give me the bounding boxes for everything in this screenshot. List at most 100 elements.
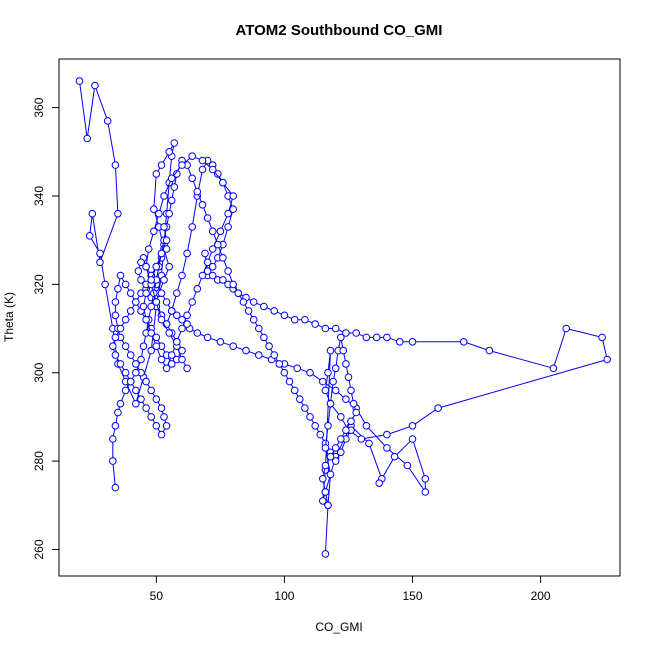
data-point [203, 333, 212, 342]
data-point [157, 315, 166, 324]
data-point [349, 399, 358, 408]
data-point [85, 232, 94, 240]
data-point [96, 249, 104, 258]
data-point [198, 201, 207, 209]
data-point [147, 302, 155, 311]
data-point [178, 355, 186, 364]
data-point [147, 346, 155, 355]
data-point [121, 342, 130, 351]
y-tick-label: 340 [32, 186, 46, 206]
data-point [421, 475, 430, 483]
data-point [116, 271, 125, 280]
data-point [160, 223, 168, 231]
data-point [290, 315, 299, 324]
data-point [142, 377, 150, 386]
data-point [183, 311, 191, 320]
data-point [152, 262, 161, 271]
y-axis: 260 280 300 320 340 360 [32, 97, 60, 560]
data-point [114, 408, 122, 417]
data-point [347, 386, 355, 395]
data-point [116, 399, 125, 408]
data-point [321, 324, 330, 333]
data-point [321, 386, 330, 395]
data-point [208, 165, 217, 174]
data-point [285, 377, 294, 386]
data-point [157, 249, 166, 258]
data-point [342, 329, 350, 337]
data-point [324, 501, 332, 510]
data-point [157, 289, 166, 298]
data-point [321, 550, 330, 558]
data-point [139, 342, 148, 351]
data-point [421, 488, 430, 496]
data-point [383, 444, 391, 452]
data-point [408, 435, 417, 443]
data-point [193, 329, 202, 337]
data-point [208, 227, 217, 236]
x-tick-label: 100 [274, 589, 294, 603]
data-point [434, 404, 442, 412]
data-point [142, 289, 150, 298]
data-point [244, 307, 253, 315]
data-point [321, 444, 330, 452]
data-point [152, 395, 161, 404]
data-point [121, 315, 130, 324]
data-point [147, 413, 155, 421]
data-point [137, 355, 145, 364]
data-point [178, 324, 186, 333]
x-axis: 50 100 150 200 [150, 575, 551, 603]
data-point [173, 338, 181, 346]
data-point [216, 338, 225, 346]
data-point [165, 262, 173, 271]
y-tick-label: 360 [32, 97, 46, 117]
data-point [390, 452, 399, 461]
data-point [208, 245, 217, 253]
data-point [157, 355, 166, 364]
data-point [139, 302, 148, 311]
data-point [173, 170, 181, 178]
y-tick-label: 260 [32, 539, 46, 559]
data-point [188, 298, 196, 306]
data-point [224, 209, 232, 218]
data-point [114, 209, 122, 218]
data-point [362, 333, 371, 342]
data-point [142, 404, 150, 412]
series-line [112, 159, 352, 488]
data-point [157, 430, 166, 439]
data-point [219, 178, 227, 187]
data-point [326, 346, 335, 355]
data-point [137, 276, 145, 284]
data-point [126, 289, 135, 298]
data-point [147, 276, 155, 284]
data-point [152, 298, 161, 306]
data-point [326, 452, 335, 461]
data-point [121, 280, 130, 289]
data-point [311, 320, 320, 328]
data-point [88, 209, 97, 218]
data-point [111, 311, 120, 320]
data-point [96, 258, 104, 267]
y-tick-label: 300 [32, 362, 46, 382]
data-point [331, 324, 340, 333]
data-point [342, 395, 350, 404]
data-point [254, 324, 263, 333]
data-point [162, 236, 171, 244]
series-layer [75, 77, 612, 558]
data-point [109, 457, 117, 465]
data-point [183, 249, 191, 258]
data-point [337, 413, 345, 421]
data-point [403, 461, 412, 470]
data-point [342, 360, 350, 368]
data-point [408, 338, 417, 346]
data-point [326, 470, 335, 479]
data-point [311, 422, 320, 430]
data-point [301, 404, 309, 412]
data-point [337, 333, 345, 342]
data-point [111, 161, 120, 169]
data-point [101, 280, 109, 289]
data-point [193, 187, 202, 196]
y-axis-label: Theta (K) [2, 292, 16, 342]
data-point [293, 364, 302, 373]
data-point [459, 338, 468, 346]
